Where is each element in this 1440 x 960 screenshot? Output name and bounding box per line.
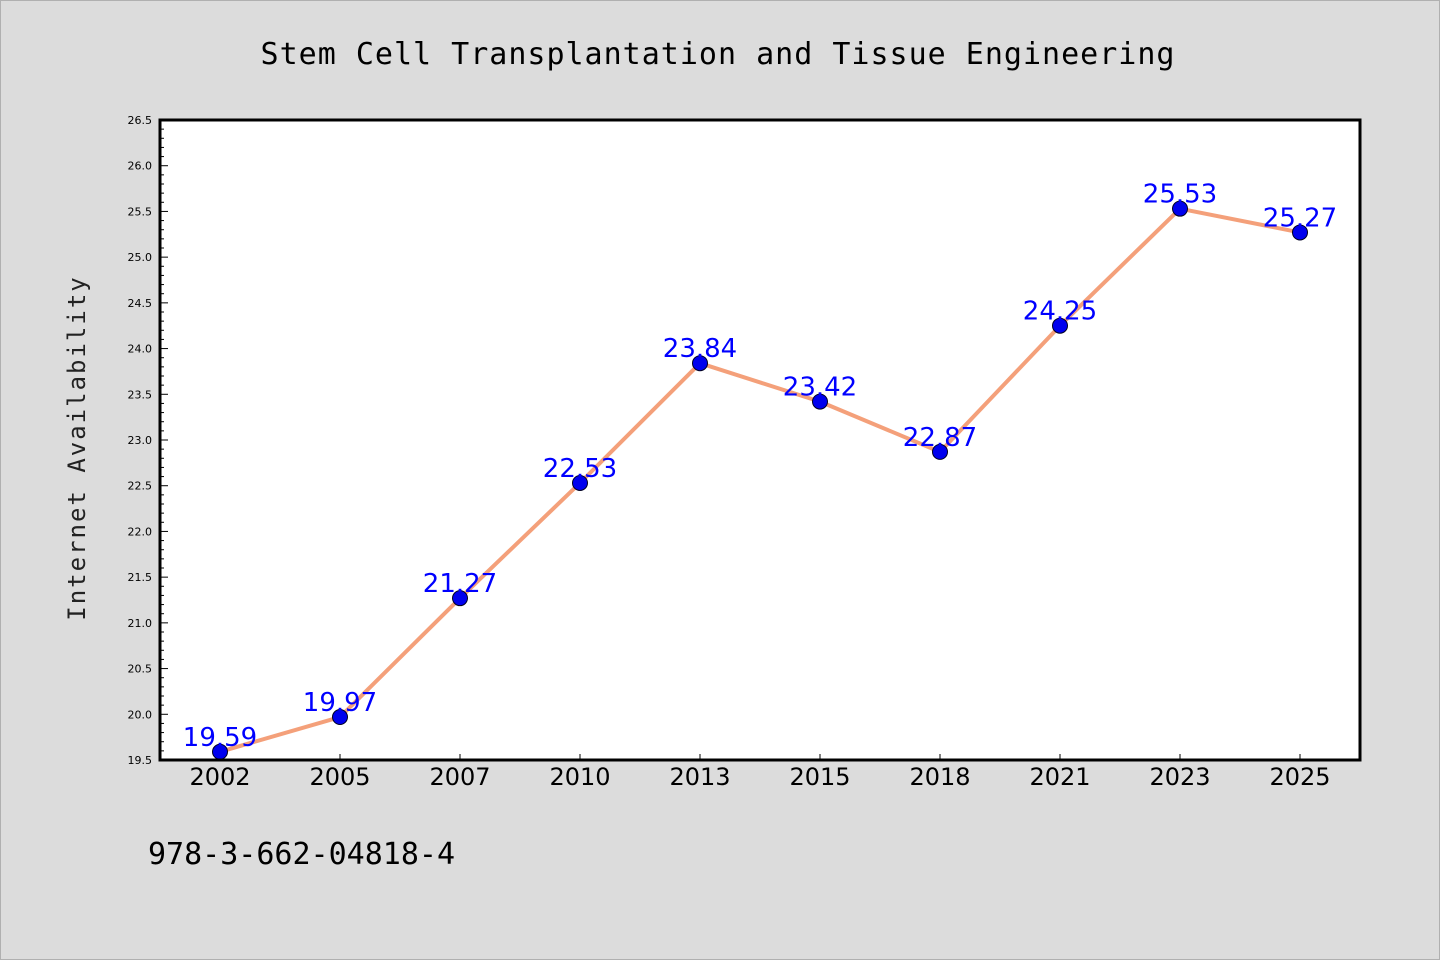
data-point — [932, 443, 948, 460]
y-tick-label: 21.0 — [128, 617, 153, 630]
data-label: 24.25 — [1023, 297, 1097, 327]
y-tick-label: 25.0 — [128, 251, 153, 264]
data-point — [812, 393, 828, 410]
x-tick-label: 2010 — [549, 763, 610, 791]
data-points — [212, 200, 1308, 760]
data-point — [1052, 317, 1068, 334]
y-tick-label: 26.0 — [128, 160, 153, 173]
data-labels: 19.59 19.97 21.27 22.53 23.84 23.42 22.87 24.25… — [183, 180, 1337, 753]
data-label: 19.59 — [183, 723, 257, 753]
y-tick-label: 20.0 — [128, 708, 153, 721]
data-label: 19.97 — [303, 688, 377, 718]
x-tick-label: 2007 — [429, 763, 490, 791]
y-tick-label: 22.0 — [128, 525, 153, 538]
x-tick-label: 2002 — [189, 763, 250, 791]
plot-border — [158, 118, 1362, 762]
x-tick-label: 2005 — [309, 763, 370, 791]
y-tick-label: 24.0 — [128, 343, 153, 356]
y-tick-label: 24.5 — [128, 297, 153, 310]
data-point — [692, 355, 708, 372]
x-tick-label: 2025 — [1269, 763, 1330, 791]
y-tick-label: 23.5 — [128, 388, 153, 401]
isbn-text: 978-3-662-04818-4 — [148, 837, 455, 872]
y-axis-label: Internet Availability — [63, 275, 91, 620]
data-label: 23.84 — [663, 334, 737, 364]
data-label: 25.53 — [1143, 180, 1217, 210]
data-label: 25.27 — [1263, 203, 1337, 233]
data-label: 22.53 — [543, 454, 617, 484]
x-tick-label: 2013 — [669, 763, 730, 791]
y-tick-label: 21.5 — [128, 571, 153, 584]
y-tick-label: 25.5 — [128, 205, 153, 218]
y-tick-label: 19.5 — [128, 754, 153, 767]
data-label: 22.87 — [903, 423, 977, 453]
y-axis-ticks: 19.5 20.0 20.5 21.0 21.5 22.0 22.5 23.0 23.5 24.0… — [128, 114, 168, 767]
data-point — [1172, 200, 1188, 217]
x-tick-label: 2021 — [1029, 763, 1090, 791]
y-tick-label: 22.5 — [128, 480, 153, 493]
data-label: 23.42 — [783, 373, 857, 403]
x-tick-label: 2015 — [789, 763, 850, 791]
data-point — [1292, 224, 1308, 241]
y-tick-label: 26.5 — [128, 114, 153, 127]
data-point — [452, 590, 468, 607]
x-axis-ticks: 2002 2005 2007 2010 2013 2015 2018 2021 2023 2025 — [189, 754, 1331, 791]
y-tick-label: 23.0 — [128, 434, 153, 447]
data-point — [332, 709, 348, 726]
chart-title: Stem Cell Transplantation and Tissue Eng… — [261, 37, 1176, 72]
x-tick-label: 2018 — [909, 763, 970, 791]
y-tick-label: 20.5 — [128, 663, 153, 676]
data-point — [572, 474, 588, 491]
data-label: 21.27 — [423, 569, 497, 599]
x-tick-label: 2023 — [1149, 763, 1210, 791]
series-line — [219, 206, 1301, 754]
